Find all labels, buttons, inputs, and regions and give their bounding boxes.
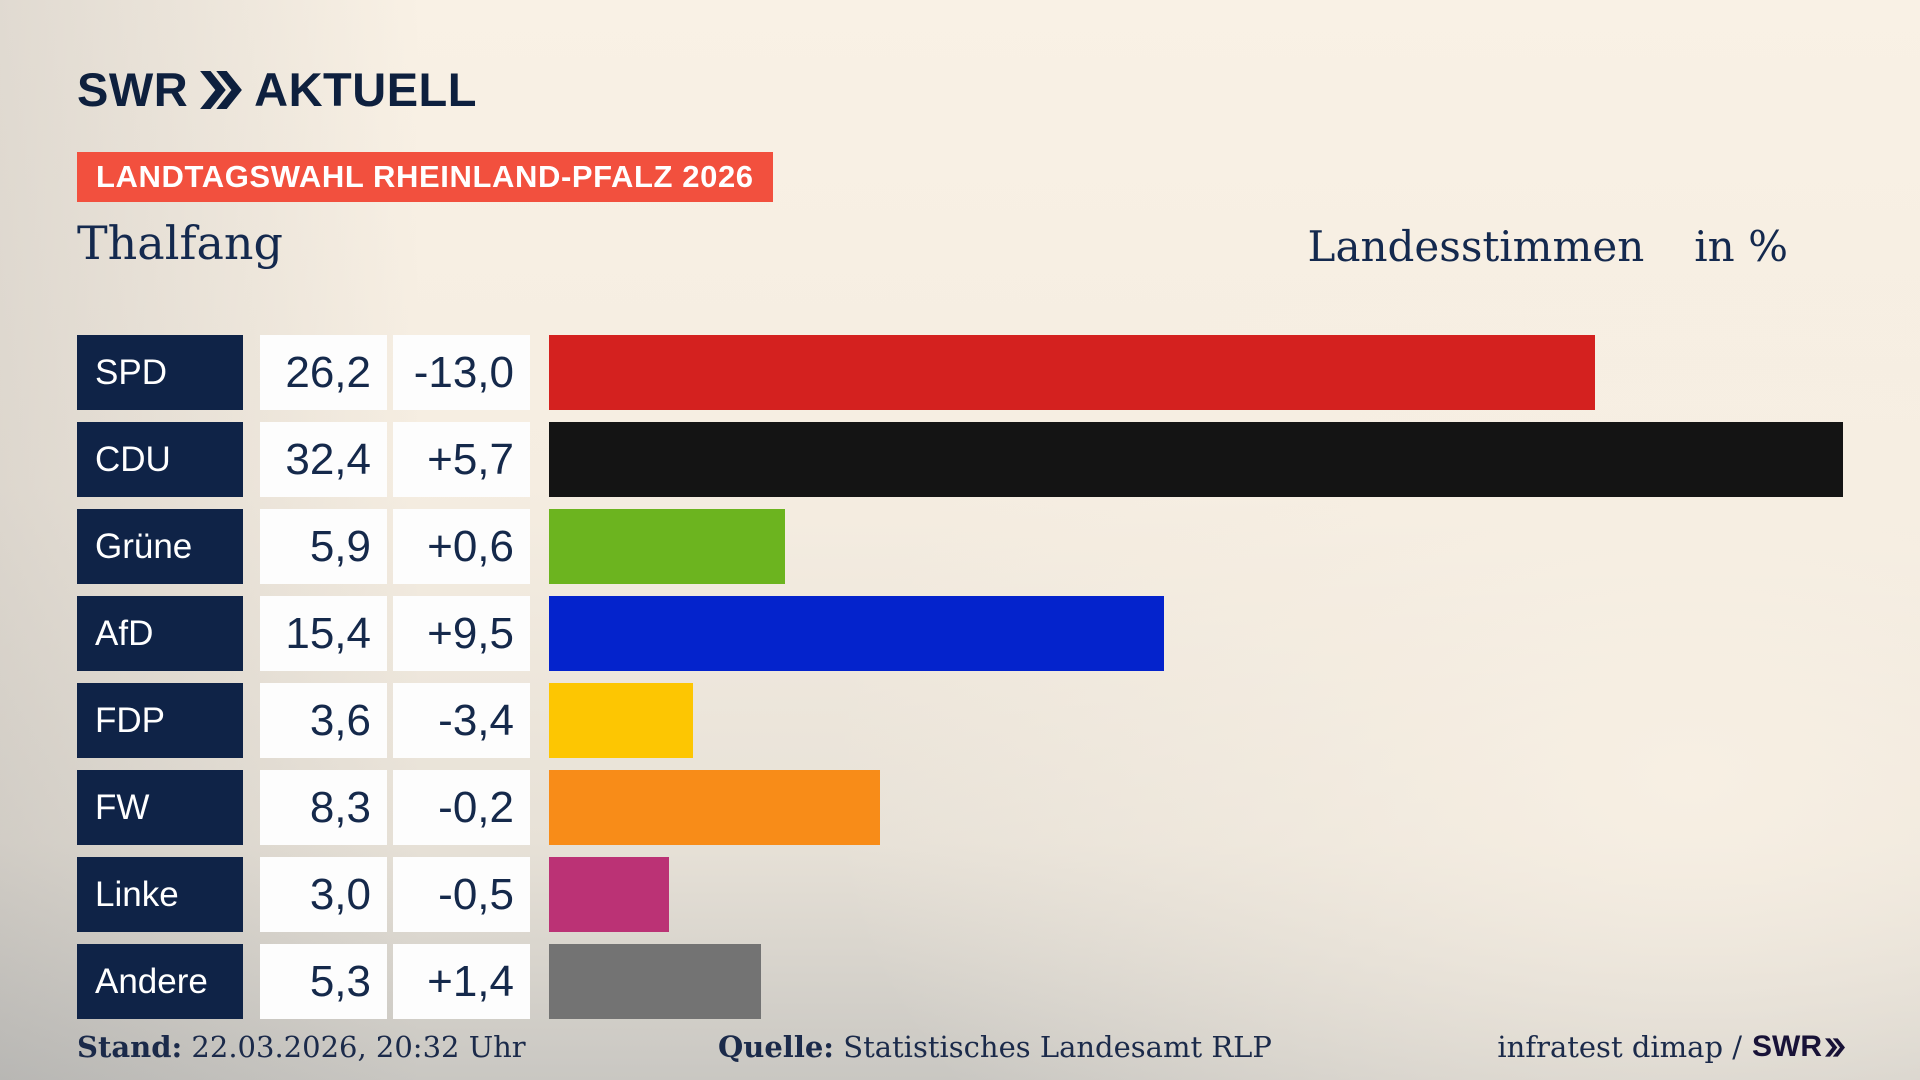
party-value: 3,0	[260, 857, 387, 932]
source-note: Quelle: Statistisches Landesamt RLP	[718, 1030, 1272, 1064]
subtitle-measure: Landesstimmen	[1307, 222, 1645, 271]
party-row: CDU 32,4 +5,7	[77, 422, 1843, 497]
party-row: FDP 3,6 -3,4	[77, 683, 1843, 758]
party-bar	[549, 770, 880, 845]
party-label: Andere	[77, 944, 243, 1019]
party-row: Grüne 5,9 +0,6	[77, 509, 1843, 584]
page-title: Thalfang	[77, 216, 283, 270]
party-label: FW	[77, 770, 243, 845]
party-bar	[549, 944, 761, 1019]
party-row: AfD 15,4 +9,5	[77, 596, 1843, 671]
source-label: Quelle:	[718, 1030, 834, 1064]
logo-aktuell-text: AKTUELL	[254, 63, 477, 116]
party-bar	[549, 335, 1595, 410]
credit-text: infratest dimap /	[1497, 1030, 1742, 1064]
party-change: -0,5	[393, 857, 530, 932]
party-label: Grüne	[77, 509, 243, 584]
results-chart: SPD 26,2 -13,0 CDU 32,4 +5,7 Grüne 5,9 +…	[77, 335, 1843, 1031]
credit-swr-brand: SWR	[1752, 1030, 1845, 1064]
party-value: 32,4	[260, 422, 387, 497]
party-row: Andere 5,3 +1,4	[77, 944, 1843, 1019]
party-change: -3,4	[393, 683, 530, 758]
party-value: 26,2	[260, 335, 387, 410]
party-change: +9,5	[393, 596, 530, 671]
election-banner: LANDTAGSWAHL RHEINLAND-PFALZ 2026	[77, 152, 773, 202]
credit-swr-text: SWR	[1752, 1030, 1822, 1063]
stand-label: Stand:	[77, 1030, 183, 1064]
subtitle-unit: in %	[1694, 222, 1788, 271]
party-change: -13,0	[393, 335, 530, 410]
party-value: 8,3	[260, 770, 387, 845]
chart-subtitle: Landesstimmen in %	[1308, 222, 1788, 271]
party-value: 5,9	[260, 509, 387, 584]
party-value: 15,4	[260, 596, 387, 671]
party-bar	[549, 596, 1164, 671]
party-bar	[549, 509, 785, 584]
party-label: Linke	[77, 857, 243, 932]
party-change: -0,2	[393, 770, 530, 845]
party-bar	[549, 683, 693, 758]
party-change: +1,4	[393, 944, 530, 1019]
party-row: Linke 3,0 -0,5	[77, 857, 1843, 932]
party-row: SPD 26,2 -13,0	[77, 335, 1843, 410]
credit-double-chevron-icon	[1825, 1037, 1845, 1057]
party-row: FW 8,3 -0,2	[77, 770, 1843, 845]
stand-value: 22.03.2026, 20:32 Uhr	[191, 1030, 526, 1064]
party-bar	[549, 857, 669, 932]
stand-timestamp: Stand: 22.03.2026, 20:32 Uhr	[77, 1030, 526, 1064]
party-label: AfD	[77, 596, 243, 671]
party-label: SPD	[77, 335, 243, 410]
party-change: +0,6	[393, 509, 530, 584]
party-label: FDP	[77, 683, 243, 758]
party-bar	[549, 422, 1843, 497]
party-change: +5,7	[393, 422, 530, 497]
party-label: CDU	[77, 422, 243, 497]
party-value: 5,3	[260, 944, 387, 1019]
party-value: 3,6	[260, 683, 387, 758]
credit-note: infratest dimap / SWR	[1497, 1030, 1845, 1064]
swr-aktuell-logo: SWR AKTUELL	[77, 62, 477, 117]
logo-swr-text: SWR	[77, 63, 189, 116]
double-chevron-icon	[200, 70, 243, 109]
source-value: Statistisches Landesamt RLP	[843, 1030, 1272, 1064]
